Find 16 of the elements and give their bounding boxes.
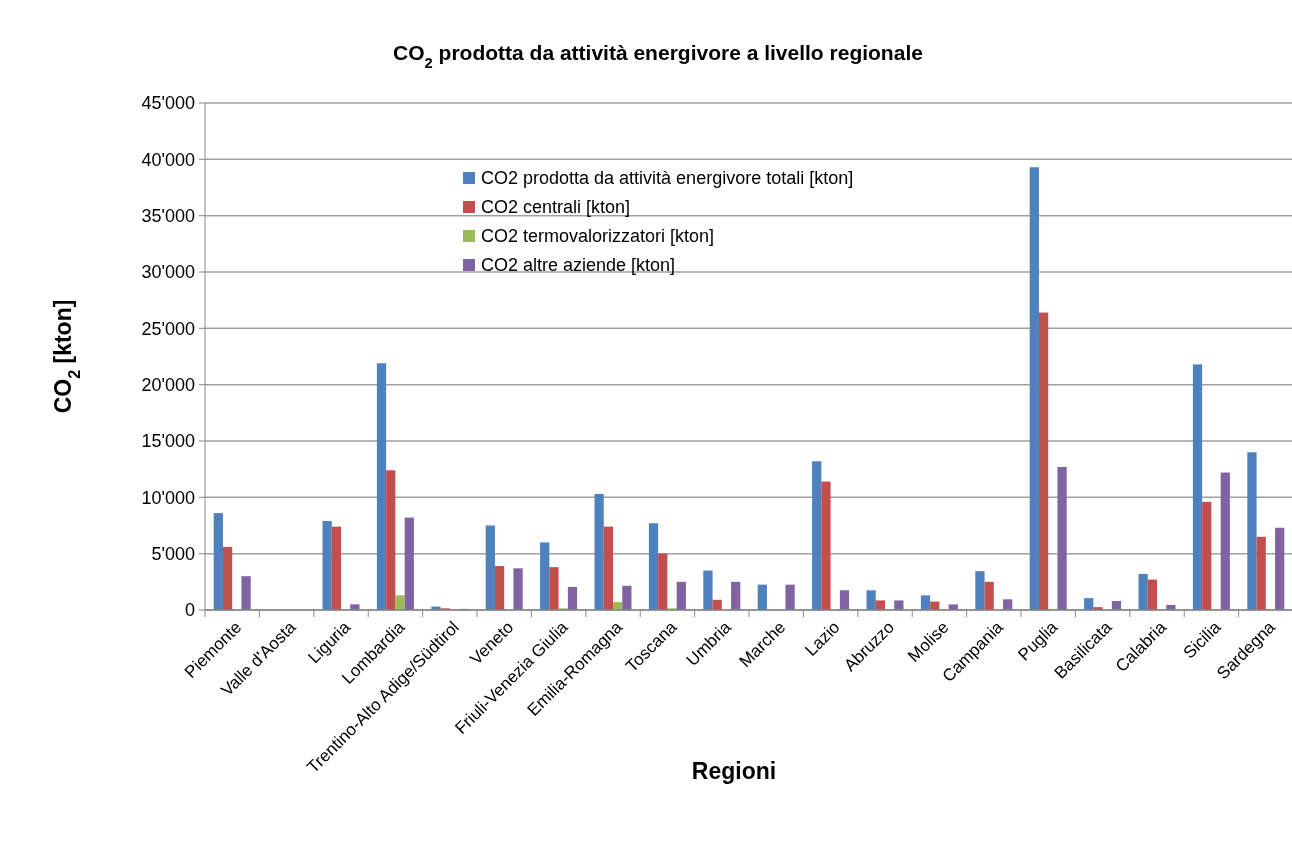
y-tick-label: 35'000	[141, 205, 195, 226]
legend-label: CO2 termovalorizzatori [kton]	[481, 226, 715, 247]
legend-label: CO2 prodotta da attività energivore totali [kton]	[481, 168, 854, 189]
y-tick-label: 5'000	[151, 543, 195, 564]
y-tick-label: 40'000	[141, 149, 195, 170]
legend-label: CO2 centrali [kton]	[481, 197, 631, 218]
y-tick-label: 25'000	[141, 318, 195, 339]
y-tick-label: 0	[184, 600, 195, 621]
x-axis-title: Regioni	[691, 758, 777, 784]
y-tick-label: 10'000	[141, 487, 195, 508]
y-tick-label: 15'000	[141, 431, 195, 452]
y-tick-label: 30'000	[141, 262, 195, 283]
chart-title: CO$_{2}$ prodotta da attività energivore a livello regionale	[393, 41, 923, 71]
y-tick-label: 20'000	[141, 374, 195, 395]
y-tick-label: 45'000	[141, 93, 195, 114]
legend-label: CO2 altre aziende [kton]	[481, 255, 676, 276]
